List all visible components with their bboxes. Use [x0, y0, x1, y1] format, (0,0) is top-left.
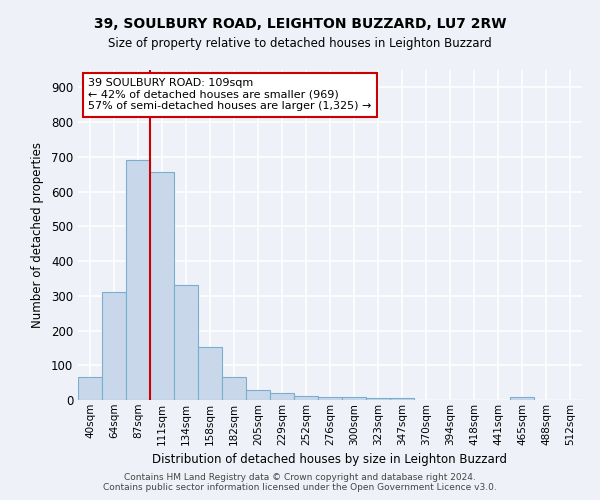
Bar [366, 398, 390, 400]
Bar [342, 397, 366, 400]
Bar [390, 398, 414, 400]
Bar [198, 347, 222, 400]
Bar [126, 160, 150, 400]
Bar [318, 396, 342, 400]
Bar [510, 396, 534, 400]
Bar [294, 396, 318, 400]
Bar [102, 292, 126, 400]
Bar [270, 393, 294, 400]
Y-axis label: Number of detached properties: Number of detached properties [31, 142, 44, 328]
Bar [246, 390, 270, 400]
X-axis label: Distribution of detached houses by size in Leighton Buzzard: Distribution of detached houses by size … [152, 453, 508, 466]
Bar [222, 378, 246, 400]
Bar [150, 172, 174, 400]
Text: 39 SOULBURY ROAD: 109sqm
← 42% of detached houses are smaller (969)
57% of semi-: 39 SOULBURY ROAD: 109sqm ← 42% of detach… [88, 78, 371, 112]
Text: 39, SOULBURY ROAD, LEIGHTON BUZZARD, LU7 2RW: 39, SOULBURY ROAD, LEIGHTON BUZZARD, LU7… [94, 18, 506, 32]
Text: Size of property relative to detached houses in Leighton Buzzard: Size of property relative to detached ho… [108, 38, 492, 51]
Bar [174, 286, 198, 400]
Bar [78, 378, 102, 400]
Text: Contains HM Land Registry data © Crown copyright and database right 2024.
Contai: Contains HM Land Registry data © Crown c… [103, 473, 497, 492]
